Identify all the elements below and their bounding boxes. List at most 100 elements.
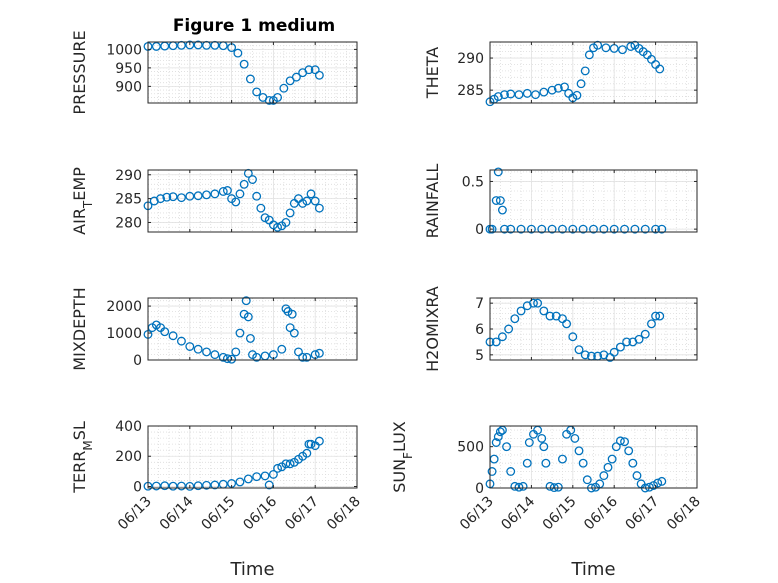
y-axis-label: H2OMIXRA: [423, 286, 442, 372]
data-point: [653, 478, 663, 488]
data-point: [618, 45, 627, 55]
data-point: [500, 224, 509, 234]
data-point: [547, 85, 557, 95]
data-point: [497, 332, 507, 342]
y-tick-label: 400: [115, 419, 142, 435]
data-point: [260, 471, 270, 481]
data-point: [537, 433, 547, 443]
y-tick-label: 950: [115, 61, 142, 77]
data-point: [593, 40, 603, 50]
data-point: [193, 191, 203, 201]
axes-box: [147, 425, 358, 489]
data-point: [506, 224, 516, 234]
data-point: [302, 448, 312, 458]
data-point: [537, 224, 547, 234]
tick-marks: [147, 42, 358, 103]
data-point: [256, 203, 266, 213]
data-point: [243, 474, 253, 484]
data-point: [574, 446, 584, 456]
data-point: [574, 345, 584, 355]
data-point: [495, 196, 505, 205]
data-point: [491, 337, 501, 347]
data-point: [539, 442, 549, 452]
data-point: [504, 324, 514, 334]
data-point: [516, 306, 526, 316]
data-point: [160, 481, 170, 491]
data-point: [539, 87, 549, 97]
y-tick-label: 290: [457, 51, 484, 67]
data-point: [558, 224, 567, 234]
x-axis-label: Time: [229, 559, 274, 580]
data-point: [235, 189, 245, 199]
data-point: [524, 438, 534, 447]
data-point: [628, 458, 638, 468]
y-tick-label: 1000: [106, 42, 142, 58]
y-tick-label: 0: [133, 353, 142, 369]
data-point: [168, 192, 178, 202]
subplot-air_temp: 280 285 290 AIRTEMP: [70, 167, 358, 235]
y-tick-label: 0: [475, 222, 484, 238]
data-point: [281, 459, 291, 469]
y-axis-label: TERRMSL: [70, 421, 95, 494]
data-point: [529, 298, 538, 308]
data-point: [506, 89, 516, 99]
y-tick-label: 285: [115, 192, 142, 208]
data-point: [151, 481, 161, 491]
data-point: [615, 436, 625, 446]
y-axis-label: PRESSURE: [70, 30, 89, 114]
axes-box: [147, 41, 358, 104]
data-point: [655, 311, 665, 321]
data-point: [632, 471, 642, 481]
data-point: [314, 348, 324, 358]
data-point: [609, 347, 619, 357]
data-point: [314, 70, 324, 80]
data-point: [655, 64, 665, 74]
data-point: [570, 433, 580, 443]
data-point: [651, 311, 661, 321]
data-point: [640, 329, 650, 339]
data-point: [176, 481, 186, 491]
data-point: [285, 208, 295, 218]
figure-title: Figure 1 medium: [173, 16, 335, 36]
data-point: [185, 191, 195, 201]
y-tick-label: 0: [133, 479, 142, 495]
data-point: [651, 224, 661, 234]
data-point: [607, 454, 617, 464]
data-point: [545, 311, 555, 321]
data-point: [533, 298, 543, 308]
axes-box: [489, 425, 698, 489]
y-tick-label: 2000: [106, 299, 142, 315]
data-point: [560, 82, 569, 92]
data-point: [518, 481, 528, 491]
data-point: [241, 296, 251, 306]
data-point: [568, 332, 578, 342]
data-point: [553, 83, 563, 93]
data-point: [572, 90, 582, 100]
subplot-mixdepth: 0 1000 2000 MIXDEPTH: [70, 287, 358, 371]
data-point: [568, 224, 578, 234]
data-point: [245, 74, 255, 84]
data-point: [630, 224, 640, 234]
data-point: [218, 352, 228, 362]
data-point: [294, 347, 303, 357]
y-axis-label: RAINFALL: [423, 164, 442, 239]
data-point: [657, 224, 667, 234]
y-tick-label: 0.5: [462, 174, 484, 190]
y-axis-label: MIXDEPTH: [70, 287, 89, 370]
data-point: [162, 192, 172, 202]
data-point: [233, 48, 243, 58]
data-point: [227, 354, 237, 364]
data-point: [558, 454, 567, 464]
data-point: [578, 224, 588, 234]
y-axis-label: SUNFLUX: [390, 421, 415, 493]
data-point: [615, 342, 625, 352]
data-point: [193, 344, 203, 354]
data-point: [268, 469, 278, 479]
y-axis-label: THETA: [423, 47, 442, 99]
data-point: [193, 40, 203, 50]
data-point: [491, 196, 501, 205]
data-point: [502, 442, 512, 452]
data-point: [245, 333, 255, 343]
data-point: [493, 167, 503, 177]
